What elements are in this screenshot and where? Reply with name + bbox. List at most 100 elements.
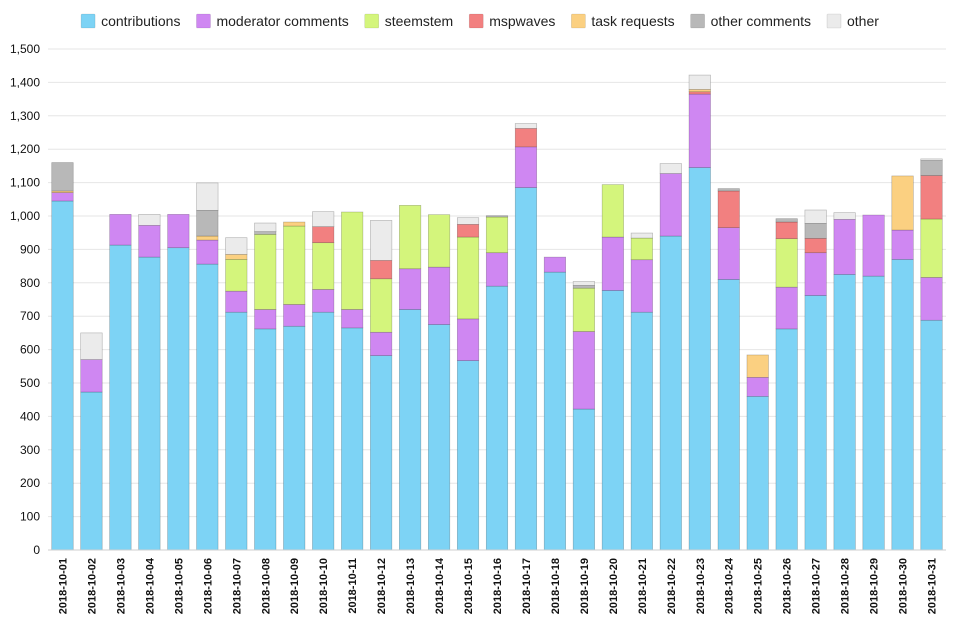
legend-swatch	[468, 13, 484, 29]
bar-stack-2018-10-06	[196, 182, 219, 551]
x-tick-label: 2018-10-19	[579, 558, 591, 614]
bar-stack-2018-10-15	[456, 217, 480, 551]
legend-swatch	[80, 13, 96, 29]
bar-stack-2018-10-11	[341, 211, 364, 551]
bar-segment-mspwaves	[688, 91, 711, 95]
x-tick-label: 2018-10-30	[898, 558, 910, 614]
bar-segment-moderator-comments	[862, 214, 885, 277]
x-tick-label: 2018-10-11	[347, 558, 359, 614]
x-tick-label: 2018-10-07	[231, 558, 243, 614]
bar-segment-steemstem	[312, 242, 335, 290]
bar-segment-contributions	[775, 328, 798, 551]
bar-segment-contributions	[283, 325, 306, 551]
legend-swatch	[571, 13, 586, 29]
bar-segment-contributions	[196, 263, 219, 551]
legend-item-task-requests: task requests	[571, 13, 675, 29]
bar-segment-contributions	[514, 187, 538, 551]
bar-segment-other	[659, 163, 682, 174]
bar-segment-steemstem	[485, 216, 509, 254]
bar-segment-moderator-comments	[196, 239, 219, 265]
bar-stack-2018-10-22	[659, 163, 682, 551]
bars	[48, 74, 946, 551]
bar-segment-contributions	[659, 235, 682, 551]
bar-segment-task-requests	[746, 354, 769, 378]
bar-segment-other-comments	[920, 160, 943, 176]
bar-segment-contributions	[485, 285, 509, 551]
y-tick-label: 900	[20, 242, 40, 256]
x-tick-label: 2018-10-03	[115, 558, 127, 614]
bar-segment-task-requests	[688, 89, 711, 93]
y-tick-label: 1,400	[10, 75, 40, 89]
legend-label: mspwaves	[489, 13, 555, 29]
bar-segment-task-requests	[891, 175, 914, 231]
x-tick-label: 2018-10-05	[173, 558, 185, 614]
bar-segment-mspwaves	[804, 238, 827, 254]
bar-segment-mspwaves	[312, 226, 335, 244]
bar-segment-contributions	[254, 328, 277, 551]
bar-segment-other	[312, 211, 335, 227]
x-tick-label: 2018-10-29	[869, 558, 881, 614]
bar-segment-moderator-comments	[138, 225, 161, 258]
bar-segment-other	[920, 158, 943, 161]
bar-segment-task-requests	[283, 221, 306, 227]
y-tick-label: 700	[20, 309, 40, 323]
bar-segment-moderator-comments	[312, 289, 335, 313]
bar-segment-contributions	[920, 319, 943, 551]
bar-segment-contributions	[833, 274, 856, 551]
bar-stack-2018-10-31	[920, 158, 943, 551]
bar-stack-2018-10-13	[399, 205, 422, 551]
bar-stack-2018-10-14	[428, 214, 451, 551]
bar-segment-other	[572, 281, 595, 286]
x-tick-label: 2018-10-21	[637, 558, 649, 614]
bar-segment-contributions	[428, 324, 451, 551]
legend-label: steemstem	[385, 13, 453, 29]
x-tick-label: 2018-10-26	[782, 558, 794, 614]
bar-segment-steemstem	[225, 259, 248, 292]
bar-stack-2018-10-05	[167, 214, 190, 551]
x-tick-label: 2018-10-24	[724, 557, 736, 614]
bar-stack-2018-10-25	[746, 354, 769, 551]
legend-item-steemstem: steemstem	[364, 13, 453, 29]
bar-segment-contributions	[312, 311, 335, 551]
y-tick-label: 1,300	[10, 109, 40, 123]
legend-swatch	[690, 13, 705, 29]
bar-stack-2018-10-23	[688, 74, 711, 551]
bar-segment-mspwaves	[717, 190, 740, 228]
bar-segment-moderator-comments	[775, 286, 798, 330]
bar-segment-moderator-comments	[514, 146, 538, 188]
y-tick-label: 300	[20, 443, 40, 457]
bar-segment-moderator-comments	[167, 214, 190, 249]
legend-item-contributions: contributions	[80, 13, 180, 29]
legend-swatch	[196, 13, 211, 29]
y-tick-label: 800	[20, 276, 40, 290]
bar-segment-moderator-comments	[428, 266, 451, 325]
y-tick-label: 100	[20, 510, 40, 524]
x-tick-label: 2018-10-23	[695, 558, 707, 614]
bar-segment-moderator-comments	[225, 290, 248, 313]
bar-stack-2018-10-09	[283, 221, 306, 551]
y-tick-label: 500	[20, 376, 40, 390]
bar-stack-2018-10-03	[109, 214, 132, 551]
x-tick-label: 2018-10-13	[405, 558, 417, 614]
x-tick-label: 2018-10-27	[811, 558, 823, 614]
bar-segment-other	[80, 332, 103, 360]
x-tick-label: 2018-10-01	[57, 558, 69, 614]
bar-segment-contributions	[804, 295, 827, 551]
bar-segment-contributions	[543, 271, 566, 551]
bar-stack-2018-10-01	[51, 162, 74, 551]
bar-segment-moderator-comments	[51, 192, 74, 202]
bar-stack-2018-10-17	[514, 123, 538, 551]
bar-stack-2018-10-08	[254, 222, 277, 551]
bar-stack-2018-10-10	[312, 211, 335, 551]
bar-segment-contributions	[630, 311, 653, 551]
bar-segment-moderator-comments	[746, 377, 769, 397]
bar-segment-moderator-comments	[399, 268, 422, 310]
bar-segment-other	[688, 74, 711, 90]
bar-segment-moderator-comments	[601, 236, 624, 291]
bar-segment-other	[804, 209, 827, 224]
bar-segment-other-comments	[485, 215, 509, 218]
bar-segment-moderator-comments	[370, 331, 393, 356]
bar-segment-contributions	[688, 167, 711, 551]
bar-segment-steemstem	[254, 234, 277, 310]
